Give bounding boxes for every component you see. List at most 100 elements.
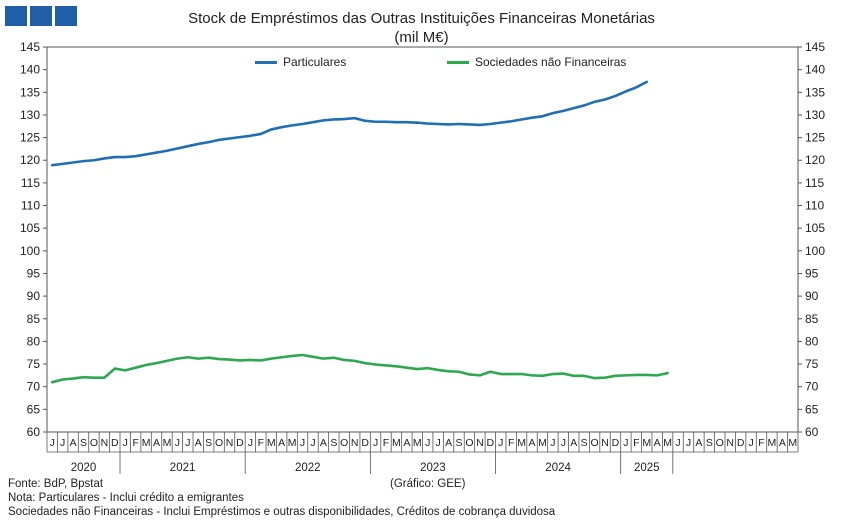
x-month-label: J <box>623 437 628 449</box>
x-month-label: O <box>215 437 223 449</box>
series-line-0 <box>50 80 649 167</box>
chart-credit: (Gráfico: GEE) <box>390 478 466 490</box>
y-tick-label-left: 135 <box>20 85 40 99</box>
x-month-label: M <box>392 437 401 449</box>
x-month-label: J <box>686 437 691 449</box>
x-month-label: J <box>550 437 555 449</box>
x-month-label: N <box>351 437 359 449</box>
x-month-label: A <box>695 437 702 449</box>
x-month-label: O <box>340 437 348 449</box>
y-tick-label-left: 85 <box>27 312 41 326</box>
x-month-label: D <box>487 437 495 449</box>
y-tick-label-right: 90 <box>805 289 819 303</box>
x-year-label: 2020 <box>71 462 97 474</box>
y-tick-label-left: 95 <box>27 266 41 280</box>
chart-title: Stock de Empréstimos das Outras Institui… <box>188 10 655 27</box>
y-tick-label-right: 120 <box>805 153 825 167</box>
x-month-label: J <box>185 437 190 449</box>
legend-label: Particulares <box>283 55 347 69</box>
x-month-label: J <box>123 437 128 449</box>
x-month-label: J <box>310 437 315 449</box>
logo-block <box>30 6 52 26</box>
x-month-label: J <box>50 437 55 449</box>
note-particulares: Nota: Particulares - Inclui crédito a em… <box>8 492 244 504</box>
y-tick-label-left: 65 <box>27 402 41 416</box>
x-month-label: S <box>205 437 212 449</box>
y-tick-label-left: 145 <box>20 40 40 54</box>
chart-subtitle: (mil M€) <box>394 29 449 46</box>
y-tick-label-right: 100 <box>805 244 825 258</box>
logo-block <box>5 6 27 26</box>
x-month-label: S <box>455 437 462 449</box>
x-month-label: J <box>748 437 753 449</box>
x-month-label: D <box>236 437 244 449</box>
x-month-label: F <box>758 437 764 449</box>
x-month-label: S <box>581 437 588 449</box>
x-month-label: M <box>538 437 547 449</box>
x-month-label: J <box>436 437 441 449</box>
y-tick-label-left: 105 <box>20 221 40 235</box>
y-tick-label-right: 95 <box>805 266 819 280</box>
legend-swatch <box>255 60 277 64</box>
series-line-1 <box>50 353 669 384</box>
y-tick-label-right: 125 <box>805 131 825 145</box>
x-year-label: 2023 <box>420 462 446 474</box>
x-month-label: A <box>195 437 202 449</box>
x-year-label: 2022 <box>295 462 321 474</box>
x-month-label: A <box>320 437 327 449</box>
y-tick-label-right: 65 <box>805 402 819 416</box>
x-month-label: J <box>675 437 680 449</box>
y-tick-label-right: 60 <box>805 425 819 439</box>
x-month-label: S <box>706 437 713 449</box>
x-month-label: M <box>413 437 422 449</box>
y-tick-label-right: 130 <box>805 108 825 122</box>
x-month-label: D <box>737 437 745 449</box>
x-month-label: F <box>633 437 639 449</box>
y-tick-label-left: 115 <box>21 176 40 190</box>
y-tick-label-left: 125 <box>20 131 40 145</box>
x-month-label: F <box>258 437 264 449</box>
x-month-label: M <box>142 437 151 449</box>
x-month-label: A <box>445 437 452 449</box>
note-sociedades: Sociedades não Financeiras - Inclui Empr… <box>8 506 556 518</box>
y-tick-label-right: 145 <box>805 40 825 54</box>
x-month-label: A <box>654 437 661 449</box>
x-month-label: A <box>70 437 77 449</box>
x-month-label: A <box>153 437 160 449</box>
x-month-label: S <box>80 437 87 449</box>
x-month-label: J <box>248 437 253 449</box>
y-tick-label-right: 140 <box>805 63 825 77</box>
x-month-label: J <box>425 437 430 449</box>
x-month-label: M <box>642 437 651 449</box>
x-month-label: M <box>663 437 672 449</box>
y-tick-label-left: 80 <box>27 334 41 348</box>
x-year-label: 2021 <box>170 462 196 474</box>
y-tick-label-right: 115 <box>805 176 824 190</box>
x-month-label: J <box>300 437 305 449</box>
y-tick-label-right: 70 <box>805 380 819 394</box>
x-month-label: M <box>788 437 797 449</box>
x-month-label: N <box>601 437 609 449</box>
y-tick-label-right: 75 <box>805 357 819 371</box>
x-month-label: F <box>383 437 389 449</box>
legend-item-particulares: Particulares <box>255 55 346 69</box>
x-month-label: A <box>779 437 786 449</box>
x-month-label: N <box>476 437 484 449</box>
y-tick-label-left: 140 <box>20 63 40 77</box>
x-month-label: M <box>288 437 297 449</box>
logo-block <box>55 6 77 26</box>
y-tick-label-left: 75 <box>27 357 41 371</box>
x-month-label: J <box>60 437 65 449</box>
x-month-label: M <box>768 437 777 449</box>
x-month-label: D <box>111 437 119 449</box>
x-month-label: N <box>101 437 109 449</box>
y-tick-label-right: 80 <box>805 334 819 348</box>
x-year-label: 2025 <box>634 462 660 474</box>
x-month-label: S <box>330 437 337 449</box>
x-month-label: A <box>278 437 285 449</box>
y-tick-label-right: 85 <box>805 312 819 326</box>
x-month-label: F <box>132 437 138 449</box>
x-month-label: O <box>716 437 724 449</box>
x-month-label: D <box>612 437 620 449</box>
